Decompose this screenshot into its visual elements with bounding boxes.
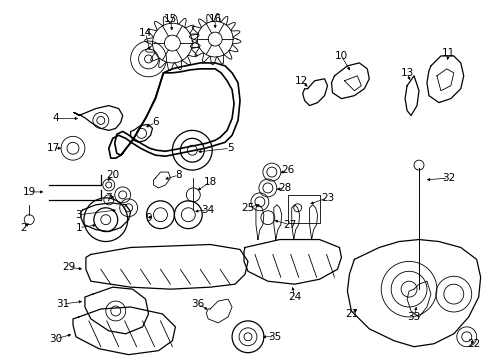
Text: 26: 26 bbox=[281, 165, 294, 175]
Text: 11: 11 bbox=[441, 48, 454, 58]
Text: 8: 8 bbox=[175, 170, 182, 180]
Text: 14: 14 bbox=[139, 28, 152, 38]
Text: 17: 17 bbox=[46, 143, 60, 153]
Text: 18: 18 bbox=[203, 177, 216, 187]
Text: 3: 3 bbox=[76, 210, 82, 220]
Text: 29: 29 bbox=[62, 262, 76, 272]
Text: 21: 21 bbox=[344, 309, 357, 319]
Text: 23: 23 bbox=[320, 193, 333, 203]
Text: 22: 22 bbox=[466, 339, 479, 349]
Text: 24: 24 bbox=[287, 292, 301, 302]
Text: 16: 16 bbox=[208, 14, 222, 24]
Text: 15: 15 bbox=[163, 14, 177, 24]
Text: 13: 13 bbox=[400, 68, 413, 78]
Text: 33: 33 bbox=[407, 312, 420, 322]
Text: 36: 36 bbox=[191, 299, 204, 309]
Text: 25: 25 bbox=[241, 203, 254, 213]
Text: 10: 10 bbox=[334, 51, 347, 61]
Text: 30: 30 bbox=[49, 334, 62, 344]
Text: 6: 6 bbox=[152, 117, 159, 127]
Text: 35: 35 bbox=[267, 332, 281, 342]
Text: 12: 12 bbox=[294, 76, 307, 86]
Text: 7: 7 bbox=[105, 193, 112, 203]
Text: 20: 20 bbox=[106, 170, 119, 180]
Text: 19: 19 bbox=[22, 187, 36, 197]
Text: 4: 4 bbox=[53, 113, 59, 123]
Text: 32: 32 bbox=[441, 173, 454, 183]
Text: 31: 31 bbox=[56, 299, 69, 309]
Text: 9: 9 bbox=[145, 213, 152, 223]
Text: 27: 27 bbox=[283, 220, 296, 230]
Text: 34: 34 bbox=[201, 205, 214, 215]
Text: 5: 5 bbox=[226, 143, 233, 153]
Text: 1: 1 bbox=[76, 222, 82, 233]
Text: 28: 28 bbox=[278, 183, 291, 193]
Text: 2: 2 bbox=[20, 222, 26, 233]
Bar bbox=[287, 195, 319, 223]
